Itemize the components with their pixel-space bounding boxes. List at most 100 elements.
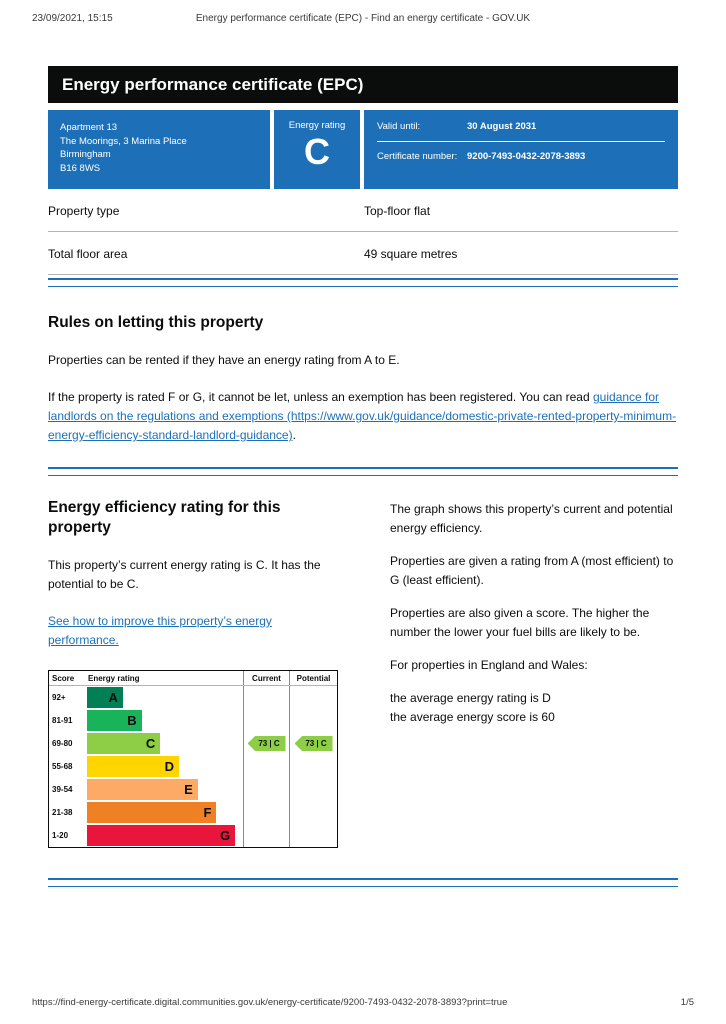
valid-until-row: Valid until: 30 August 2031 (377, 121, 665, 132)
score-column-header: Score (52, 673, 75, 683)
current-cell (243, 755, 289, 778)
improve-performance-link[interactable]: See how to improve this property’s energ… (48, 614, 272, 647)
print-page-number: 1/5 (680, 997, 694, 1008)
epc-band-row-d: 55-68 D (49, 755, 337, 778)
energy-rating-letter: C (304, 131, 330, 172)
rating-explainer-paragraph: Properties are given a rating from A (mo… (390, 554, 674, 587)
band-area: C (87, 732, 243, 755)
current-rating-tag: 73 | C (247, 736, 286, 751)
band-letter-a: A (108, 690, 118, 705)
band-f: F (87, 802, 217, 823)
energy-rating-label: Energy rating (288, 120, 346, 131)
band-area: F (87, 801, 243, 824)
band-area: D (87, 755, 243, 778)
epc-rating-chart: Score Energy rating Current Potential 92… (48, 670, 338, 848)
banner-title: Energy performance certificate (EPC) (62, 75, 364, 94)
score-range-label: 21-38 (52, 808, 73, 817)
efficiency-section: Energy efficiency rating for this proper… (48, 498, 678, 848)
table-row: Total floor area 49 square metres (48, 232, 678, 275)
rules-heading: Rules on letting this property (48, 314, 264, 331)
band-letter-e: E (184, 782, 193, 797)
band-letter-g: G (220, 828, 231, 843)
potential-cell (289, 686, 337, 709)
average-rating-line: the average energy rating is D (390, 691, 551, 705)
print-header-spacer (530, 13, 694, 24)
summary-panel: Apartment 13 The Moorings, 3 Marina Plac… (48, 110, 678, 189)
current-cell (243, 778, 289, 801)
energy-rating-box: Energy rating C (274, 110, 360, 189)
certificate-number-row: Certificate number: 9200-7493-0432-2078-… (377, 151, 665, 162)
band-b: B (87, 710, 142, 731)
potential-cell (289, 709, 337, 732)
rules-paragraph-2-end: . (292, 428, 296, 442)
floor-area-value: 49 square metres (364, 247, 458, 261)
certificate-number-value: 9200-7493-0432-2078-3893 (467, 151, 586, 162)
certificate-number-label: Certificate number: (377, 151, 458, 162)
band-area: B (87, 709, 243, 732)
potential-cell (289, 801, 337, 824)
certificate-content: Energy performance certificate (EPC) Apa… (48, 66, 678, 887)
floor-area-label: Total floor area (48, 247, 128, 261)
efficiency-paragraph: This property’s current energy rating is… (48, 558, 321, 591)
band-d: D (87, 756, 180, 777)
current-cell (243, 709, 289, 732)
national-averages: the average energy rating is D the avera… (390, 689, 678, 727)
band-letter-b: B (127, 713, 137, 728)
print-header: 23/09/2021, 15:15 Energy performance cer… (0, 0, 726, 24)
band-letter-f: F (203, 805, 212, 820)
table-row: Property type Top-floor flat (48, 189, 678, 232)
current-cell (243, 801, 289, 824)
potential-rating-value: 73 | C (305, 739, 327, 748)
score-range-label: 39-54 (52, 785, 73, 794)
potential-rating-tag: 73 | C (294, 736, 333, 751)
validity-box: Valid until: 30 August 2031 Certificate … (364, 110, 678, 189)
efficiency-left-column: Energy efficiency rating for this proper… (48, 498, 338, 848)
efficiency-right-column: The graph shows this property’s current … (390, 498, 678, 848)
print-datetime: 23/09/2021, 15:15 (32, 13, 113, 24)
score-range-label: 81-91 (52, 716, 73, 725)
rules-paragraph-2: If the property is rated F or G, it cann… (48, 388, 678, 445)
energy-rating-column-header: Energy rating (88, 673, 140, 683)
graph-explainer-paragraph: The graph shows this property’s current … (390, 502, 673, 535)
section-divider (48, 467, 678, 476)
address-line-1: Apartment 13 (60, 122, 118, 133)
landlord-guidance-link[interactable]: guidance for landlords on the regulation… (48, 390, 677, 442)
epc-band-row-c: 69-80 C 73 | C 73 | C (49, 732, 337, 755)
epc-band-row-g: 1-20 G (49, 824, 337, 847)
epc-band-row-f: 21-38 F (49, 801, 337, 824)
current-column-header: Current (243, 671, 289, 685)
current-cell (243, 686, 289, 709)
current-cell (243, 824, 289, 847)
validity-divider (377, 141, 665, 142)
score-explainer-paragraph: Properties are also given a score. The h… (390, 606, 650, 639)
print-footer: https://find-energy-certificate.digital.… (32, 997, 694, 1008)
band-letter-d: D (164, 759, 175, 774)
band-letter-c: C (145, 736, 156, 751)
score-range-label: 92+ (52, 693, 66, 702)
rules-paragraph-2-text: If the property is rated F or G, it cann… (48, 390, 593, 404)
valid-until-value: 30 August 2031 (467, 121, 537, 132)
band-area: G (87, 824, 243, 847)
band-e: E (87, 779, 198, 800)
score-range-label: 1-20 (52, 831, 69, 840)
section-divider (48, 278, 678, 287)
epc-band-row-a: 92+ A (49, 686, 337, 709)
band-area: E (87, 778, 243, 801)
print-footer-url: https://find-energy-certificate.digital.… (32, 997, 508, 1008)
address-line-2: The Moorings, 3 Marina Place (60, 135, 187, 147)
band-g: G (87, 825, 236, 846)
print-page-title: Energy performance certificate (EPC) - F… (195, 13, 531, 24)
potential-cell (289, 755, 337, 778)
band-c: C (87, 733, 161, 754)
potential-cell (289, 824, 337, 847)
section-divider (48, 878, 678, 887)
property-type-label: Property type (48, 204, 120, 218)
efficiency-heading: Energy efficiency rating for this proper… (48, 499, 281, 536)
potential-column-header: Potential (289, 671, 337, 685)
address-line-3: Birmingham (60, 149, 111, 160)
epc-band-row-b: 81-91 B (49, 709, 337, 732)
property-type-value: Top-floor flat (364, 204, 431, 218)
epc-band-row-e: 39-54 E (49, 778, 337, 801)
valid-until-label: Valid until: (377, 121, 421, 132)
